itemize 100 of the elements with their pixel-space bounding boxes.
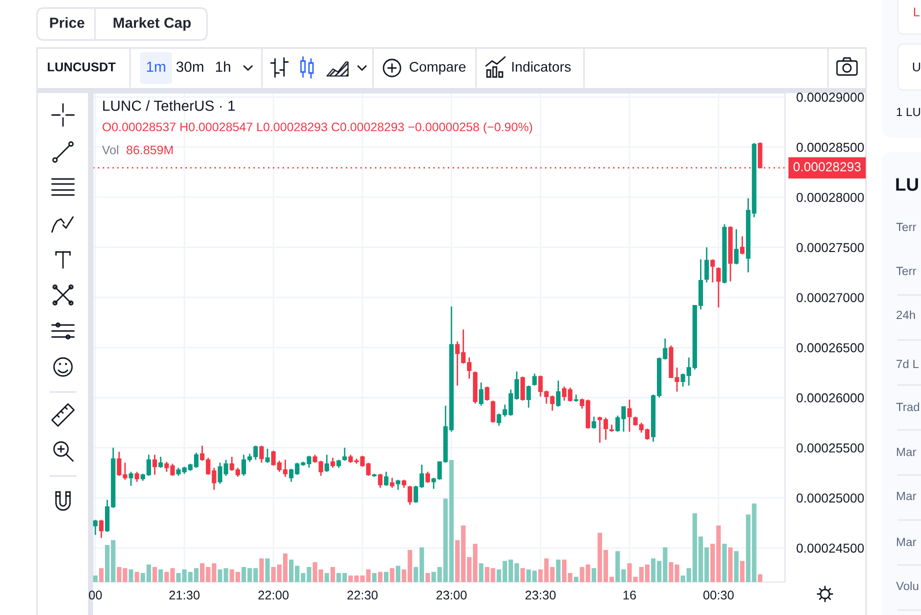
x-tick-label: 23:00: [436, 590, 467, 600]
candlestick: [716, 266, 721, 308]
text: O0.00028537 H0.00028547 L0.00028293 C0.00028293 −0.00000258 (−0.90%): [102, 122, 532, 134]
y-tick-label: 0.00029000: [796, 92, 864, 102]
candlestick: [384, 471, 388, 486]
bar: [390, 568, 394, 582]
bar: [728, 547, 733, 582]
bar: [152, 566, 157, 582]
bar: [372, 573, 377, 582]
text: Price: [50, 17, 84, 28]
text: L: [914, 8, 920, 16]
bar: [425, 573, 430, 582]
text: Indicators: [512, 62, 571, 72]
x-tick-label: 16: [624, 590, 636, 600]
text: Mar: [896, 538, 916, 546]
bar: [378, 572, 383, 582]
bar: [324, 573, 330, 582]
text: Mar: [896, 492, 916, 500]
candlestick: [408, 485, 412, 506]
candlestick: [592, 416, 596, 430]
bar: [740, 560, 745, 582]
candlestick: [324, 454, 330, 472]
y-tick-label: 0.00026000: [796, 393, 864, 402]
text: Terr: [896, 222, 916, 232]
text: U: [912, 62, 920, 72]
text: Trad: [896, 402, 920, 412]
candlestick: [152, 454, 157, 476]
candlestick: [704, 246, 709, 284]
text: 1h: [216, 61, 230, 72]
text: LU: [896, 178, 918, 191]
candlestick: [342, 447, 347, 462]
bar: [556, 560, 561, 582]
text: 24h: [896, 310, 915, 320]
candlestick: [390, 477, 394, 488]
text: Mar: [896, 448, 916, 456]
x-tick-label: 23:30: [525, 590, 556, 600]
bar: [259, 558, 264, 582]
y-tick-label: 0.00024500: [796, 544, 864, 553]
bar: [384, 572, 388, 582]
candlestick: [710, 258, 715, 284]
text: Terr: [896, 266, 916, 276]
bar: [93, 575, 98, 582]
candlestick: [378, 473, 383, 488]
y-tick-label: 0.00025000: [796, 493, 864, 503]
bar: [330, 566, 336, 582]
text: 1 LU: [896, 108, 920, 116]
text: Market Cap: [114, 17, 191, 31]
bar: [396, 566, 400, 582]
x-tick-label: 21:30: [169, 590, 200, 600]
bar: [128, 569, 134, 582]
text: Compare: [410, 62, 466, 74]
bar: [158, 569, 163, 582]
annotation: Vol: [102, 145, 118, 154]
y-tick-label: 0.00025500: [796, 443, 864, 453]
y-tick-label: 0.00028500: [796, 142, 864, 152]
candlestick: [128, 471, 134, 486]
bar: [592, 568, 596, 582]
candlestick: [490, 400, 496, 424]
candlestick: [627, 398, 632, 432]
y-tick-label: 0.00028000: [796, 192, 864, 202]
annotation: 86.859M: [126, 146, 173, 154]
text: 7d L: [896, 359, 919, 368]
bar: [722, 544, 727, 582]
candlestick: [734, 228, 739, 266]
bar: [758, 574, 762, 582]
x-tick-label: 00:30: [703, 590, 734, 600]
candlestick: [425, 471, 430, 484]
candlestick: [330, 457, 336, 468]
candlestick: [532, 372, 537, 386]
candlestick: [556, 380, 561, 408]
text: Volu: [896, 581, 918, 590]
bar: [734, 551, 739, 582]
candlestick: [265, 448, 270, 464]
y-tick-label: 0.00027000: [796, 293, 864, 302]
x-tick-label: 00: [88, 590, 102, 600]
candlestick: [93, 519, 98, 536]
candlestick: [526, 384, 531, 408]
x-tick-label: 22:00: [258, 590, 289, 600]
candlestick: [520, 376, 525, 402]
candlestick: [134, 471, 140, 482]
text: 30m: [176, 62, 204, 72]
bar: [478, 563, 484, 582]
bar: [134, 572, 140, 582]
y-tick-label: 0.00027500: [796, 242, 864, 252]
bar: [99, 568, 104, 582]
ref-line-label: 0.00028293: [794, 162, 861, 172]
bar: [520, 568, 525, 582]
candlestick: [259, 445, 264, 464]
candlestick: [99, 519, 104, 539]
candlestick: [158, 456, 163, 468]
candlestick: [478, 382, 484, 406]
candlestick: [740, 236, 745, 256]
chart-title: LUNC / TetherUS · 1: [103, 100, 235, 111]
y-tick-label: 0.00026500: [796, 343, 864, 352]
x-tick-label: 22:30: [347, 590, 378, 600]
candlestick: [396, 479, 400, 491]
bar: [574, 576, 578, 582]
text: 1m: [146, 62, 166, 72]
text: LUNCUSDT: [48, 62, 116, 72]
candlestick: [484, 386, 490, 402]
